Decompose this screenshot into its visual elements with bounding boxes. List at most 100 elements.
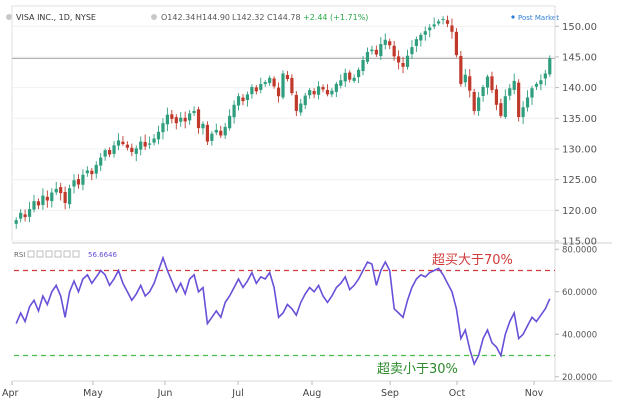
candle-body [490,76,494,91]
candle-body [134,148,138,154]
candle-body [236,96,241,106]
candle-body [188,113,192,121]
candle-body [472,91,476,111]
x-tick-label: Oct [449,388,466,399]
candle-body [156,131,161,140]
candle-body [361,60,365,71]
rsi-tick-label: 80.0000 [562,245,597,255]
candle-body [161,123,165,133]
candle-body [477,97,481,111]
candle-body [290,77,294,94]
candle-body [152,138,156,143]
candle-body [468,76,472,91]
candle-body [32,201,36,210]
candle-body [125,144,129,148]
rsi-series-line [15,255,551,367]
candle-body [50,192,54,202]
rsi-tick-label: 60.0000 [562,288,597,298]
candle-body [414,39,418,46]
candle-body [241,97,245,102]
candle-body [214,129,218,133]
candle-body [374,49,378,55]
x-tick-label: Sep [381,388,399,399]
candle-body [525,97,530,108]
candle-body [392,45,396,57]
close-value: C144.78 [267,13,301,22]
price-tick-label: 130.00 [562,144,597,155]
candle-body [539,80,543,85]
overbought-annotation: 超买大于70% [432,253,513,268]
price-tick-label: 125.00 [562,175,597,186]
price-axis: 150.00 145.00 140.00 135.00 130.00 125.00 120.… [555,22,597,248]
candle-body [72,180,76,187]
rsi-tool-icon[interactable] [72,250,80,258]
candle-body [76,179,81,185]
symbol-status-icon [6,14,12,20]
candle-body [428,27,432,31]
candle-body [107,149,112,155]
candle-body [36,201,41,206]
candle-body [485,76,490,88]
candle-body [27,209,32,217]
price-tick-label: 145.00 [562,52,597,63]
candle-body [228,115,232,129]
candle-body [112,145,116,154]
candle-body [450,25,454,32]
candle-body [294,94,298,111]
candle-body [201,123,205,129]
chart-header: VISA INC., 1D, NYSE O142.34 H144.90 L142… [6,13,559,22]
candle-body [405,55,410,67]
candle-body [99,157,103,166]
candle-body [143,141,147,147]
candle-body [316,86,321,95]
x-tick-label: Apr [2,388,19,399]
candle-body [548,58,552,75]
candlestick-series [14,15,552,229]
rsi-tool-icon[interactable] [36,250,44,258]
candle-body [232,104,236,118]
symbol-info: VISA INC., 1D, NYSE [16,13,96,22]
price-panel-frame [11,5,556,242]
x-tick-label: Nov [525,388,544,399]
candle-body [130,147,134,153]
candle-body [276,87,281,97]
candle-body [521,107,525,118]
candle-body [23,214,27,218]
candle-body [67,188,72,205]
candle-body [445,20,450,24]
candle-body [383,39,387,45]
price-tick-label: 135.00 [562,114,597,125]
price-tick-label: 150.00 [562,22,597,33]
candle-body [437,21,441,24]
candle-body [94,164,98,174]
candle-body [503,96,507,117]
candle-body [312,91,316,95]
post-market-dot-icon [511,15,515,19]
candle-body [339,80,343,86]
candle-body [219,130,223,136]
candle-body [14,220,18,224]
price-tick-label: 115.00 [562,237,597,248]
candle-body [63,191,67,203]
candle-body [388,41,392,46]
candle-body [512,80,516,90]
post-market-label[interactable]: Post Market [518,14,559,22]
candle-body [517,82,521,118]
candle-body [499,103,503,116]
candle-body [530,88,534,98]
rsi-tool-icon[interactable] [54,250,62,258]
candle-body [268,77,272,84]
candle-body [179,117,183,122]
candle-body [303,95,307,106]
candle-body [103,150,107,157]
candle-body [397,56,401,63]
candle-body [441,18,445,20]
rsi-tool-icon[interactable] [45,250,53,258]
x-tick-label: Jun [157,388,173,399]
candle-body [419,34,423,41]
rsi-tool-icons [27,250,80,258]
candle-body [272,78,276,87]
rsi-tool-icon[interactable] [63,250,71,258]
rsi-tool-icon[interactable] [27,250,35,258]
rsi-tick-label: 40.0000 [562,330,597,340]
